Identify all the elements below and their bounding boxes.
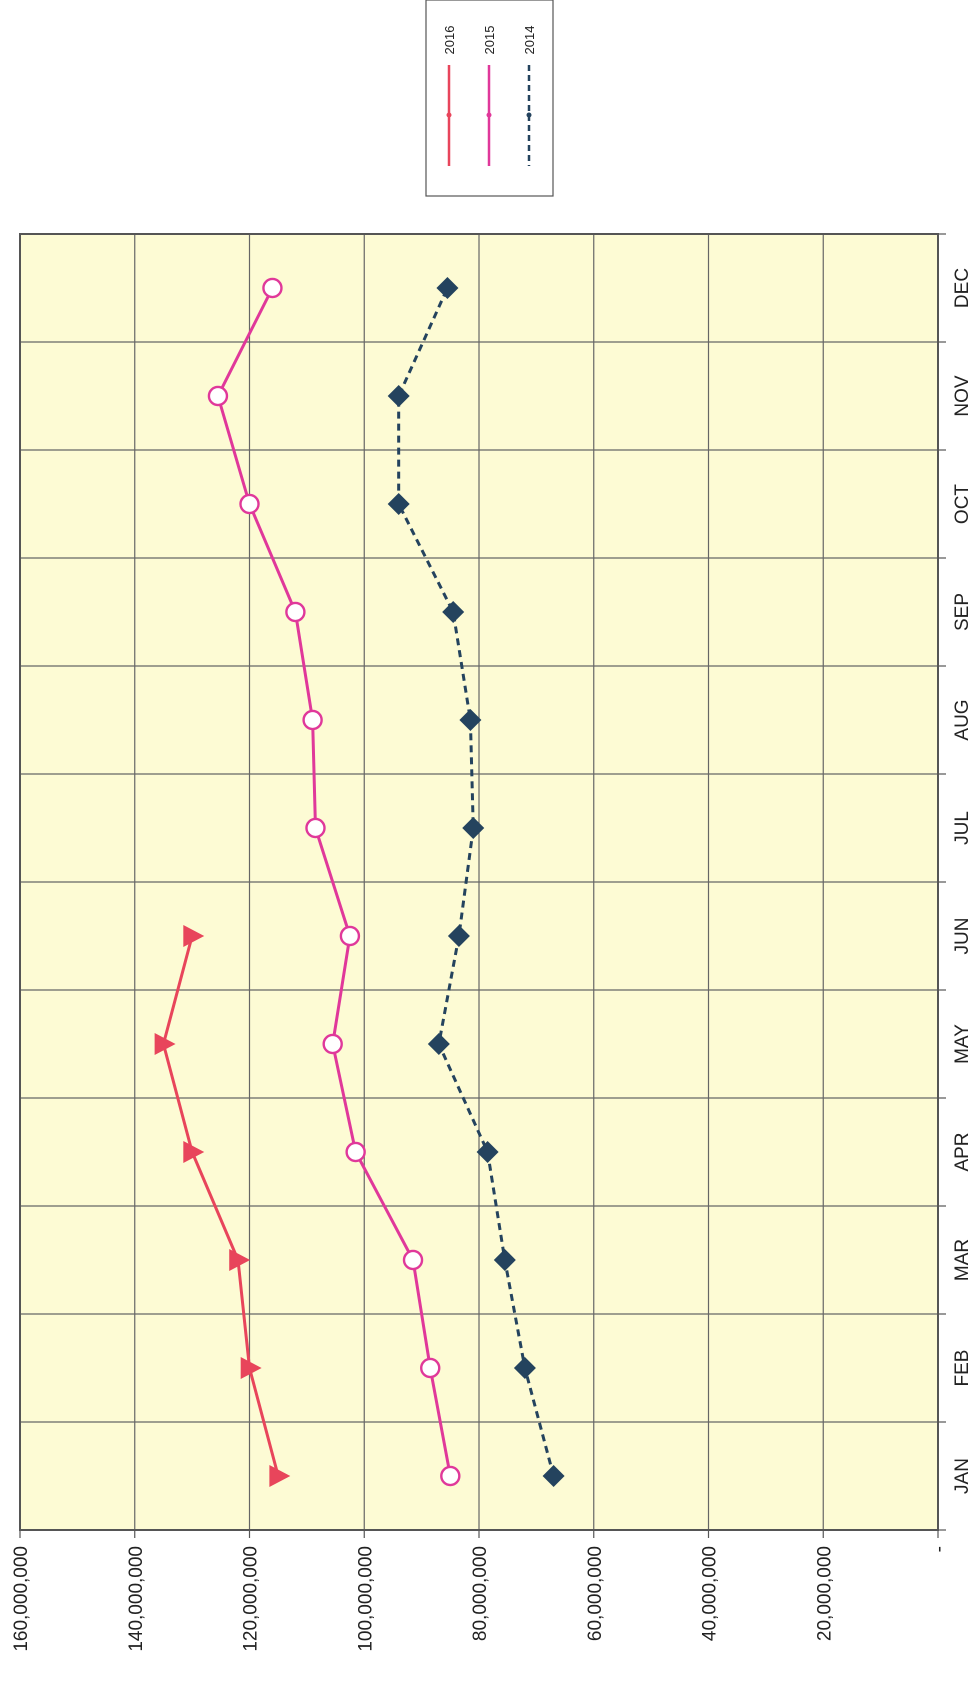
series-layer (154, 277, 565, 1487)
x-tick-label: JAN (952, 1458, 973, 1494)
legend-label-2016: 2016 (442, 26, 457, 55)
y-tick-label: 20,000,000 (814, 1546, 835, 1641)
y-tick-label: 140,000,000 (126, 1546, 147, 1652)
data-point (285, 601, 306, 623)
y-tick-label: 100,000,000 (355, 1546, 376, 1652)
legend-marker (486, 112, 492, 118)
x-tick-label: AUG (952, 699, 973, 740)
legend-label-2015: 2015 (482, 26, 497, 55)
data-point (305, 817, 326, 839)
y-tick-label: - (929, 1546, 950, 1552)
data-point (322, 1033, 343, 1055)
data-point (462, 817, 485, 839)
data-point (240, 1357, 262, 1379)
y-tick-label: 160,000,000 (11, 1546, 32, 1652)
x-tick-label: DEC (952, 268, 973, 308)
data-point (436, 277, 459, 299)
data-point (387, 493, 410, 515)
x-tick-label: SEP (952, 593, 973, 631)
data-point (427, 1033, 450, 1055)
y-tick-label: 120,000,000 (241, 1546, 262, 1652)
data-point (459, 709, 482, 731)
legend-label-2014: 2014 (522, 26, 537, 55)
data-point (442, 601, 465, 623)
data-point (269, 1465, 291, 1487)
x-tick-label: MAY (952, 1024, 973, 1064)
x-tick-label: OCT (952, 484, 973, 525)
legend-marker (526, 112, 532, 118)
data-point (239, 493, 260, 515)
series-line-2014 (397, 287, 556, 1477)
data-point (542, 1465, 565, 1487)
x-axis-ticks: JAN FEB MAR APR MAY JUN JUL AUG SEP OCT NOV DEC (938, 233, 973, 1531)
data-point (345, 1141, 366, 1163)
data-point (229, 1249, 251, 1271)
y-tick-label: 60,000,000 (585, 1546, 606, 1641)
data-point (476, 1141, 499, 1163)
data-point (183, 925, 205, 947)
x-tick-label: MAR (952, 1239, 973, 1281)
x-tick-label: APR (952, 1132, 973, 1171)
x-tick-label: NOV (952, 375, 973, 417)
data-point (513, 1357, 536, 1379)
legend-marker (446, 112, 452, 118)
data-point (493, 1249, 516, 1271)
data-point (207, 385, 229, 407)
data-point (183, 1141, 205, 1163)
data-point (402, 1249, 424, 1271)
data-point (262, 277, 283, 299)
data-point (447, 925, 470, 947)
data-point (420, 1357, 441, 1379)
series-line-2016 (161, 935, 280, 1477)
y-tick-label: 80,000,000 (470, 1546, 491, 1641)
data-point (339, 925, 361, 947)
x-tick-label: JUN (952, 918, 973, 955)
y-axis-ticks: - 20,000,000 40,000,000 60,000,000 80,000,00… (11, 1530, 950, 1652)
series-line-2015 (216, 287, 452, 1477)
data-point (440, 1465, 461, 1487)
data-point (302, 709, 323, 731)
data-point (154, 1033, 176, 1055)
x-tick-label: JUL (952, 811, 973, 845)
gridlines (20, 234, 938, 1530)
y-tick-label: 40,000,000 (700, 1546, 721, 1641)
x-tick-label: FEB (952, 1350, 973, 1387)
legend: 2016 2015 2014 (425, 0, 554, 197)
data-point (387, 385, 410, 407)
